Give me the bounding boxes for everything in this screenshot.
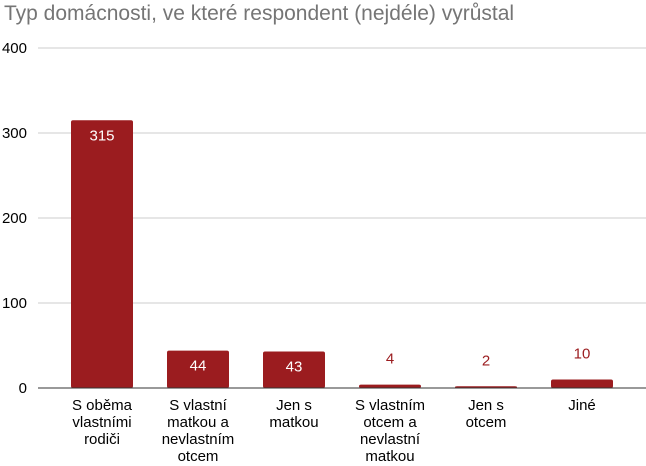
x-tick-label: Jen s otcem	[466, 397, 507, 431]
data-label: 2	[482, 352, 490, 369]
y-tick-label: 300	[2, 125, 27, 142]
bar	[359, 384, 421, 388]
y-tick-label: 0	[19, 380, 27, 397]
chart-title: Typ domácnosti, ve které respondent (nej…	[4, 2, 514, 25]
bar	[551, 379, 613, 388]
data-label: 4	[386, 351, 394, 368]
data-label: 43	[286, 358, 303, 375]
bar	[71, 120, 133, 388]
y-tick-label: 400	[2, 40, 27, 57]
x-tick-label: S vlastní matkou a nevlastním otcem	[162, 397, 235, 461]
y-axis-ticks: 0 100 200 300 400	[2, 40, 27, 397]
bar	[263, 351, 325, 388]
data-label: 10	[574, 346, 591, 363]
x-tick-label: S vlastním otcem a nevlastní matkou	[355, 397, 425, 461]
x-tick-label: S oběma vlastními rodiči	[72, 397, 133, 448]
data-label: 315	[89, 127, 114, 144]
data-label: 44	[190, 358, 207, 375]
x-tick-label: Jiné	[568, 397, 596, 414]
y-tick-label: 100	[2, 295, 27, 312]
x-tick-label: Jen s matkou	[269, 397, 318, 431]
y-tick-label: 200	[2, 210, 27, 227]
bars	[71, 120, 613, 388]
grid-lines	[38, 47, 646, 304]
bar	[167, 350, 229, 388]
